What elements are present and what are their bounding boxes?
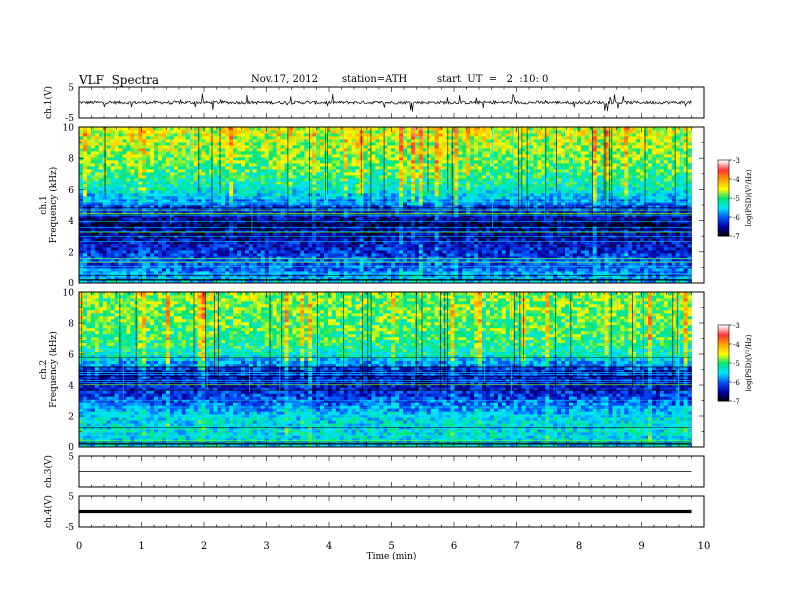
- y-tick-label: 8: [68, 155, 74, 165]
- y-axis-label: Frequency (kHz): [48, 167, 59, 244]
- y-tick-label: -5: [65, 523, 74, 533]
- ch1-waveform: [78, 93, 692, 112]
- colorbar-tick-label: -7: [733, 398, 740, 406]
- y-axis-label: ch.2: [39, 360, 49, 379]
- y-tick-label: -5: [65, 114, 74, 124]
- y-tick-label: 5: [68, 453, 74, 463]
- x-tick-label: 0: [76, 541, 82, 552]
- start-time-label: start UT = 2 :10: 0: [437, 74, 549, 85]
- y-tick-label: 0: [68, 443, 74, 453]
- y-tick-label: 10: [63, 289, 75, 299]
- colorbar-tick-label: -6: [733, 214, 740, 222]
- colorbar-tick-label: -4: [733, 341, 740, 349]
- y-axis-label: Frequency (kHz): [48, 331, 59, 408]
- y-tick-label: 6: [68, 351, 74, 361]
- spectrogram-image: [79, 127, 692, 284]
- y-tick-label: 4: [68, 382, 74, 392]
- x-tick-label: 6: [451, 541, 457, 552]
- panel-ch-1-v-: 5 -5 ch.1(V): [43, 84, 705, 124]
- x-tick-label: 5: [388, 541, 394, 552]
- colorbar: -3 -4 -5 -6 -7 log(PSD)(V²/Hz): [717, 157, 753, 241]
- station-label: station=ATH: [342, 74, 408, 85]
- y-tick-label: 4: [68, 217, 74, 227]
- spectrogram-image: [79, 292, 692, 448]
- y-tick-label: 10: [63, 124, 75, 134]
- colorbar-tick-label: -4: [733, 176, 740, 184]
- panel-ch-4-v-: 5 -5 ch.4(V): [43, 493, 705, 533]
- colorbar-tick-label: -3: [733, 157, 740, 165]
- x-tick-label: 1: [138, 541, 144, 552]
- date-label: Nov.17, 2012: [251, 74, 318, 85]
- plot-title: VLF Spectra: [79, 73, 160, 87]
- colorbar: -3 -4 -5 -6 -7 log(PSD)(V²/Hz): [717, 322, 753, 406]
- x-axis-label: Time (min): [367, 551, 417, 562]
- colorbar-tick-label: -6: [733, 379, 740, 387]
- y-axis-label: ch.1(V): [43, 86, 54, 119]
- y-tick-label: 0: [68, 279, 74, 289]
- x-tick-label: 7: [513, 541, 519, 552]
- y-tick-label: 5: [68, 84, 74, 94]
- y-axis-label: ch.1: [39, 195, 49, 214]
- x-tick-label: 10: [698, 541, 711, 552]
- colorbar-tick-label: -5: [733, 360, 740, 368]
- y-tick-label: 5: [68, 493, 74, 503]
- panel-ch-3-v-: 5 ch.3(V): [43, 453, 705, 488]
- colorbar-tick-label: -7: [733, 233, 740, 241]
- panel-ch-1-spectrogram: 0 2 4 6 8 10 ch.1 Frequency (kHz) -3 -4 -5 -6 -7 log(…: [39, 124, 753, 290]
- y-axis-label: ch.4(V): [43, 495, 54, 528]
- colorbar-tick-label: -3: [733, 322, 740, 330]
- y-tick-label: 2: [68, 248, 74, 258]
- y-tick-label: 8: [68, 320, 74, 330]
- y-tick-label: 2: [68, 413, 74, 423]
- y-axis-label: ch.3(V): [43, 455, 54, 488]
- y-tick-label: 6: [68, 186, 74, 196]
- x-tick-label: 2: [201, 541, 207, 552]
- colorbar-tick-label: -5: [733, 195, 740, 203]
- panel-ch-2-spectrogram: 0 2 4 6 8 10 ch.2 Frequency (kHz) -3 -4 -5 -6 -7 log(…: [39, 289, 753, 454]
- x-tick-label: 8: [576, 541, 582, 552]
- x-tick-label: 9: [638, 541, 644, 552]
- x-tick-label: 4: [326, 541, 332, 552]
- colorbar-label: log(PSD)(V²/Hz): [745, 334, 753, 391]
- colorbar-label: log(PSD)(V²/Hz): [745, 169, 753, 226]
- x-tick-label: 3: [263, 541, 269, 552]
